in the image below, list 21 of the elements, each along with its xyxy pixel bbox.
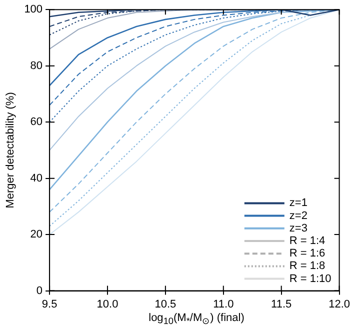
legend-label: R = 1:8	[289, 260, 326, 272]
x-tick-label: 11.0	[213, 298, 234, 310]
legend-label: R = 1:10	[289, 272, 332, 285]
x-axis-title: log$_{10}$(M$_{*}$/M$_{⊙}$) (final)	[148, 312, 246, 326]
y-tick-label: 60	[30, 116, 43, 128]
y-tick-label: 80	[30, 60, 43, 72]
legend-label: z=1	[289, 197, 308, 210]
x-tick-label: 11.5	[271, 298, 292, 310]
y-tick-label: 40	[30, 172, 43, 184]
x-tick-label: 10.5	[154, 298, 176, 310]
x-tick-label: 9.5	[42, 298, 58, 310]
x-tick-label: 12.0	[328, 298, 350, 310]
legend-label: R = 1:6	[289, 248, 326, 260]
y-tick-label: 0	[36, 284, 43, 297]
x-tick-label: 10.0	[96, 298, 118, 310]
legend-label: R = 1:4	[289, 235, 326, 248]
y-axis-title: Merger detectability (%)	[4, 92, 17, 208]
y-tick-label: 100	[24, 4, 43, 16]
y-tick-label: 20	[30, 228, 43, 241]
legend-label: z=3	[289, 222, 308, 234]
legend-label: z=2	[289, 210, 308, 222]
